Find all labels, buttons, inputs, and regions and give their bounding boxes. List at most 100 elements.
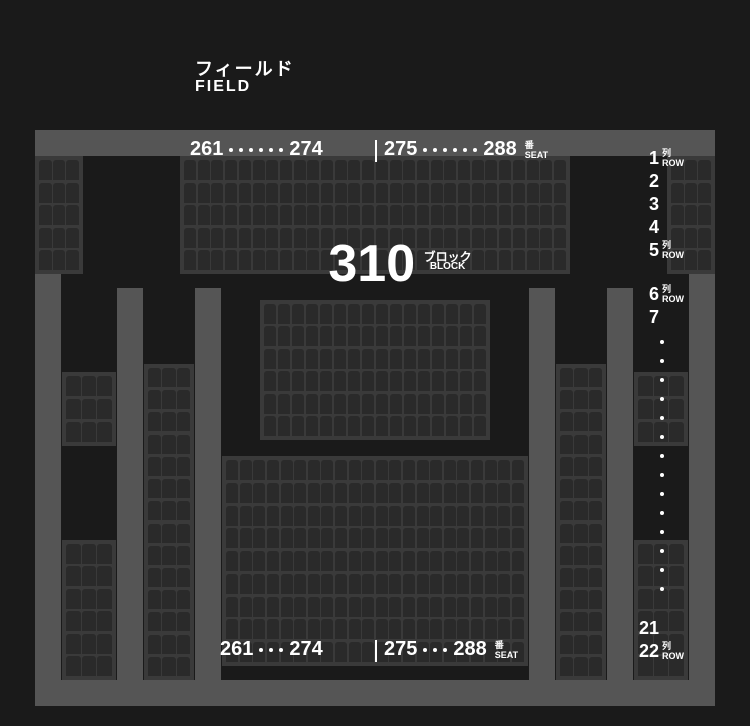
seat[interactable] (485, 619, 497, 639)
seat[interactable] (574, 590, 587, 609)
seat[interactable] (82, 566, 97, 586)
seat[interactable] (348, 394, 360, 414)
seat[interactable] (669, 589, 684, 609)
seat[interactable] (264, 349, 276, 369)
seat[interactable] (560, 657, 573, 676)
seat[interactable] (349, 483, 361, 503)
seat[interactable] (308, 506, 320, 526)
seat[interactable] (457, 483, 469, 503)
seat[interactable] (362, 460, 374, 480)
seat[interactable] (460, 326, 472, 346)
seat[interactable] (97, 544, 112, 564)
seat[interactable] (485, 460, 497, 480)
seat[interactable] (177, 590, 190, 609)
seat[interactable] (162, 612, 175, 631)
seat[interactable] (348, 304, 360, 324)
seat[interactable] (554, 205, 566, 225)
seat[interactable] (474, 326, 486, 346)
seat[interactable] (148, 657, 161, 676)
seat[interactable] (278, 304, 290, 324)
seat[interactable] (278, 394, 290, 414)
seat[interactable] (403, 528, 415, 548)
seat[interactable] (162, 635, 175, 654)
seat[interactable] (560, 612, 573, 631)
seat[interactable] (403, 205, 415, 225)
seat[interactable] (574, 612, 587, 631)
seat[interactable] (335, 160, 347, 180)
seat[interactable] (444, 619, 456, 639)
seat[interactable] (198, 250, 210, 270)
seat[interactable] (560, 568, 573, 587)
seat[interactable] (376, 574, 388, 594)
seat[interactable] (457, 528, 469, 548)
seat[interactable] (240, 597, 252, 617)
seat[interactable] (240, 483, 252, 503)
seat[interactable] (417, 597, 429, 617)
seat[interactable] (376, 619, 388, 639)
seat[interactable] (527, 228, 539, 248)
seat[interactable] (362, 574, 374, 594)
seat[interactable] (574, 390, 587, 409)
seat[interactable] (418, 371, 430, 391)
seat[interactable] (211, 160, 223, 180)
seat[interactable] (307, 160, 319, 180)
seat[interactable] (390, 183, 402, 203)
seat[interactable] (460, 394, 472, 414)
seat[interactable] (53, 250, 66, 270)
seat[interactable] (389, 460, 401, 480)
seat[interactable] (669, 399, 684, 419)
seat[interactable] (444, 597, 456, 617)
seat[interactable] (471, 506, 483, 526)
seat[interactable] (267, 574, 279, 594)
seat[interactable] (294, 551, 306, 571)
seat[interactable] (39, 160, 52, 180)
seat[interactable] (457, 506, 469, 526)
seat[interactable] (97, 634, 112, 654)
seat[interactable] (53, 228, 66, 248)
seat[interactable] (348, 349, 360, 369)
seat[interactable] (589, 368, 602, 387)
seat[interactable] (239, 160, 251, 180)
seat[interactable] (335, 619, 347, 639)
seat[interactable] (280, 160, 292, 180)
seat[interactable] (430, 574, 442, 594)
seat[interactable] (471, 574, 483, 594)
seat[interactable] (403, 483, 415, 503)
seat[interactable] (66, 566, 81, 586)
seat[interactable] (485, 160, 497, 180)
seat[interactable] (264, 394, 276, 414)
seat[interactable] (294, 506, 306, 526)
seat[interactable] (574, 479, 587, 498)
seat[interactable] (362, 551, 374, 571)
seat[interactable] (362, 326, 374, 346)
seat[interactable] (294, 619, 306, 639)
seat[interactable] (97, 611, 112, 631)
seat[interactable] (431, 205, 443, 225)
seat[interactable] (362, 205, 374, 225)
seat[interactable] (266, 160, 278, 180)
seat[interactable] (498, 483, 510, 503)
seat[interactable] (432, 394, 444, 414)
seat[interactable] (335, 460, 347, 480)
seat[interactable] (460, 371, 472, 391)
seat[interactable] (498, 528, 510, 548)
seat[interactable] (226, 619, 238, 639)
seat[interactable] (389, 574, 401, 594)
seat[interactable] (349, 460, 361, 480)
seat[interactable] (362, 416, 374, 436)
seat[interactable] (264, 326, 276, 346)
seat[interactable] (162, 590, 175, 609)
seat[interactable] (294, 160, 306, 180)
seat[interactable] (638, 589, 653, 609)
seat[interactable] (430, 619, 442, 639)
seat[interactable] (278, 371, 290, 391)
seat[interactable] (335, 597, 347, 617)
seat[interactable] (184, 250, 196, 270)
seat[interactable] (417, 506, 429, 526)
seat[interactable] (474, 371, 486, 391)
seat[interactable] (348, 326, 360, 346)
seat[interactable] (403, 506, 415, 526)
seat[interactable] (281, 460, 293, 480)
seat[interactable] (148, 435, 161, 454)
seat[interactable] (458, 205, 470, 225)
